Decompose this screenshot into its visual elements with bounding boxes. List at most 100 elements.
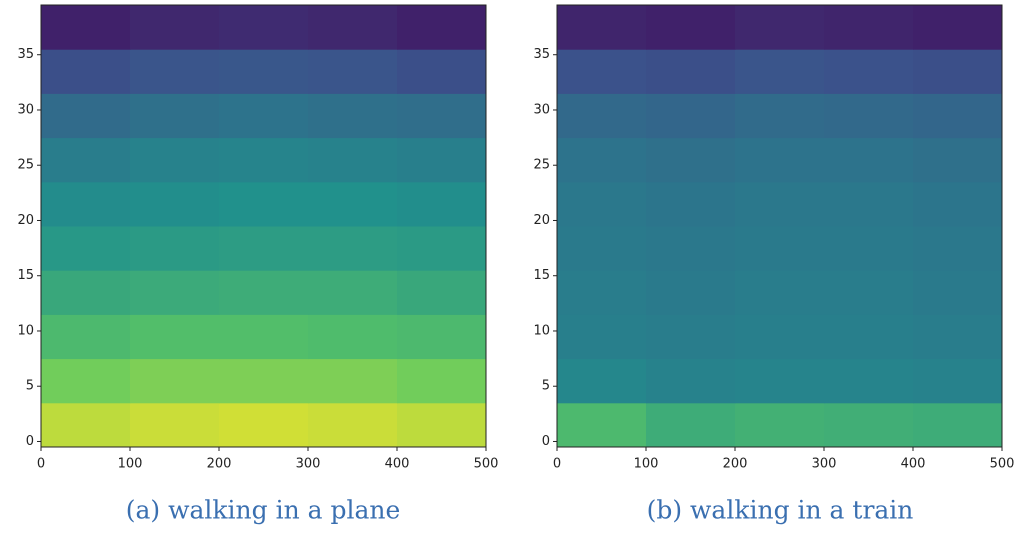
heatmap-cell [735,402,825,448]
y-tick-label: 0 [26,434,34,449]
heatmap-cell [913,314,1003,360]
y-tick-label: 25 [17,158,34,173]
heatmap-cell [646,270,736,315]
heatmap-cell [219,314,309,360]
heatmap-cell [913,93,1003,139]
heatmap-cell [397,402,487,448]
heatmap-cell [557,270,647,315]
heatmap-cell [646,93,736,139]
heatmap-cell [130,5,220,50]
heatmap-cell [219,270,309,315]
heatmap-cell [130,358,220,404]
y-tick-label: 0 [542,434,550,449]
heatmap-cell [219,93,309,139]
heatmap-cell [397,358,487,404]
heatmap-cell [735,49,825,94]
heatmap-cell [824,270,914,315]
plot-frame [40,4,487,448]
heatmap-cell [824,49,914,94]
y-tick-label: 30 [533,102,550,117]
heatmap-cell [308,181,398,227]
heatmap-cell [913,49,1003,94]
x-tick-label: 200 [207,457,232,472]
x-tick-label: 100 [118,457,143,472]
heatmap-cell [824,181,914,227]
heatmap-cell [41,402,131,448]
x-tick-label: 400 [385,457,410,472]
heatmap-cell [646,137,736,183]
y-tick-label: 5 [542,379,550,394]
heatmap-cell [824,137,914,183]
heatmap-cell [41,5,131,50]
x-tick-label: 400 [901,457,926,472]
heatmap-cell [397,137,487,183]
y-tick-label: 5 [26,379,34,394]
caption: (a) walking in a plane [126,496,401,525]
heatmap-cell [308,137,398,183]
heatmap-cell [557,402,647,448]
x-tick-label: 300 [296,457,321,472]
heatmap-cell [824,93,914,139]
y-tick-label: 35 [17,47,34,62]
heatmap-cell [308,358,398,404]
heatmap-cell [646,314,736,360]
heatmap-cell [646,5,736,50]
heatmap-cell [41,181,131,227]
heatmap-cell [41,226,131,271]
x-tick-label: 300 [812,457,837,472]
heatmap-cell [646,358,736,404]
x-tick-label: 500 [990,457,1015,472]
y-tick-label: 30 [17,102,34,117]
heatmap-cell [557,93,647,139]
x-tick-label: 0 [37,457,45,472]
heatmap-cell [397,314,487,360]
heatmap-cell [646,402,736,448]
y-tick-label: 25 [533,158,550,173]
heatmap-cell [913,5,1003,50]
y-tick-label: 20 [533,213,550,228]
heatmap-cell [735,270,825,315]
heatmap-cell [557,181,647,227]
heatmap-cell [308,402,398,448]
heatmap-cell [913,358,1003,404]
heatmap-cell [735,181,825,227]
heatmap-cell [219,358,309,404]
heatmap-cell [824,358,914,404]
heatmap-cell [41,49,131,94]
heatmap-cell [824,226,914,271]
heatmap-cell [130,270,220,315]
heatmap-cell [308,226,398,271]
x-tick-label: 500 [474,457,499,472]
heatmap-cell [397,181,487,227]
heatmap-cell [130,314,220,360]
heatmap-cell [557,49,647,94]
heatmap-cell [735,93,825,139]
x-tick-label: 0 [553,457,561,472]
heatmap-cell [130,137,220,183]
y-tick-label: 10 [533,323,550,338]
y-tick-label: 15 [17,268,34,283]
heatmap-cell [41,314,131,360]
heatmap-cell [735,226,825,271]
heatmap-cell [913,137,1003,183]
heatmap-cell [41,137,131,183]
heatmap-cell [735,5,825,50]
heatmap-cell [219,49,309,94]
heatmap-cell [557,358,647,404]
x-tick-label: 100 [634,457,659,472]
heatmap-cell [557,137,647,183]
heatmap-cell [397,93,487,139]
heatmap-cell [735,358,825,404]
heatmap-cell [735,137,825,183]
heatmap-cell [308,49,398,94]
heatmap-cell [219,226,309,271]
heatmap-cell [397,49,487,94]
heatmap-cell [41,93,131,139]
caption: (b) walking in a train [647,496,914,525]
heatmap-cell [557,5,647,50]
heatmap-cell [308,93,398,139]
heatmap-cell [646,181,736,227]
heatmap-cell [824,314,914,360]
